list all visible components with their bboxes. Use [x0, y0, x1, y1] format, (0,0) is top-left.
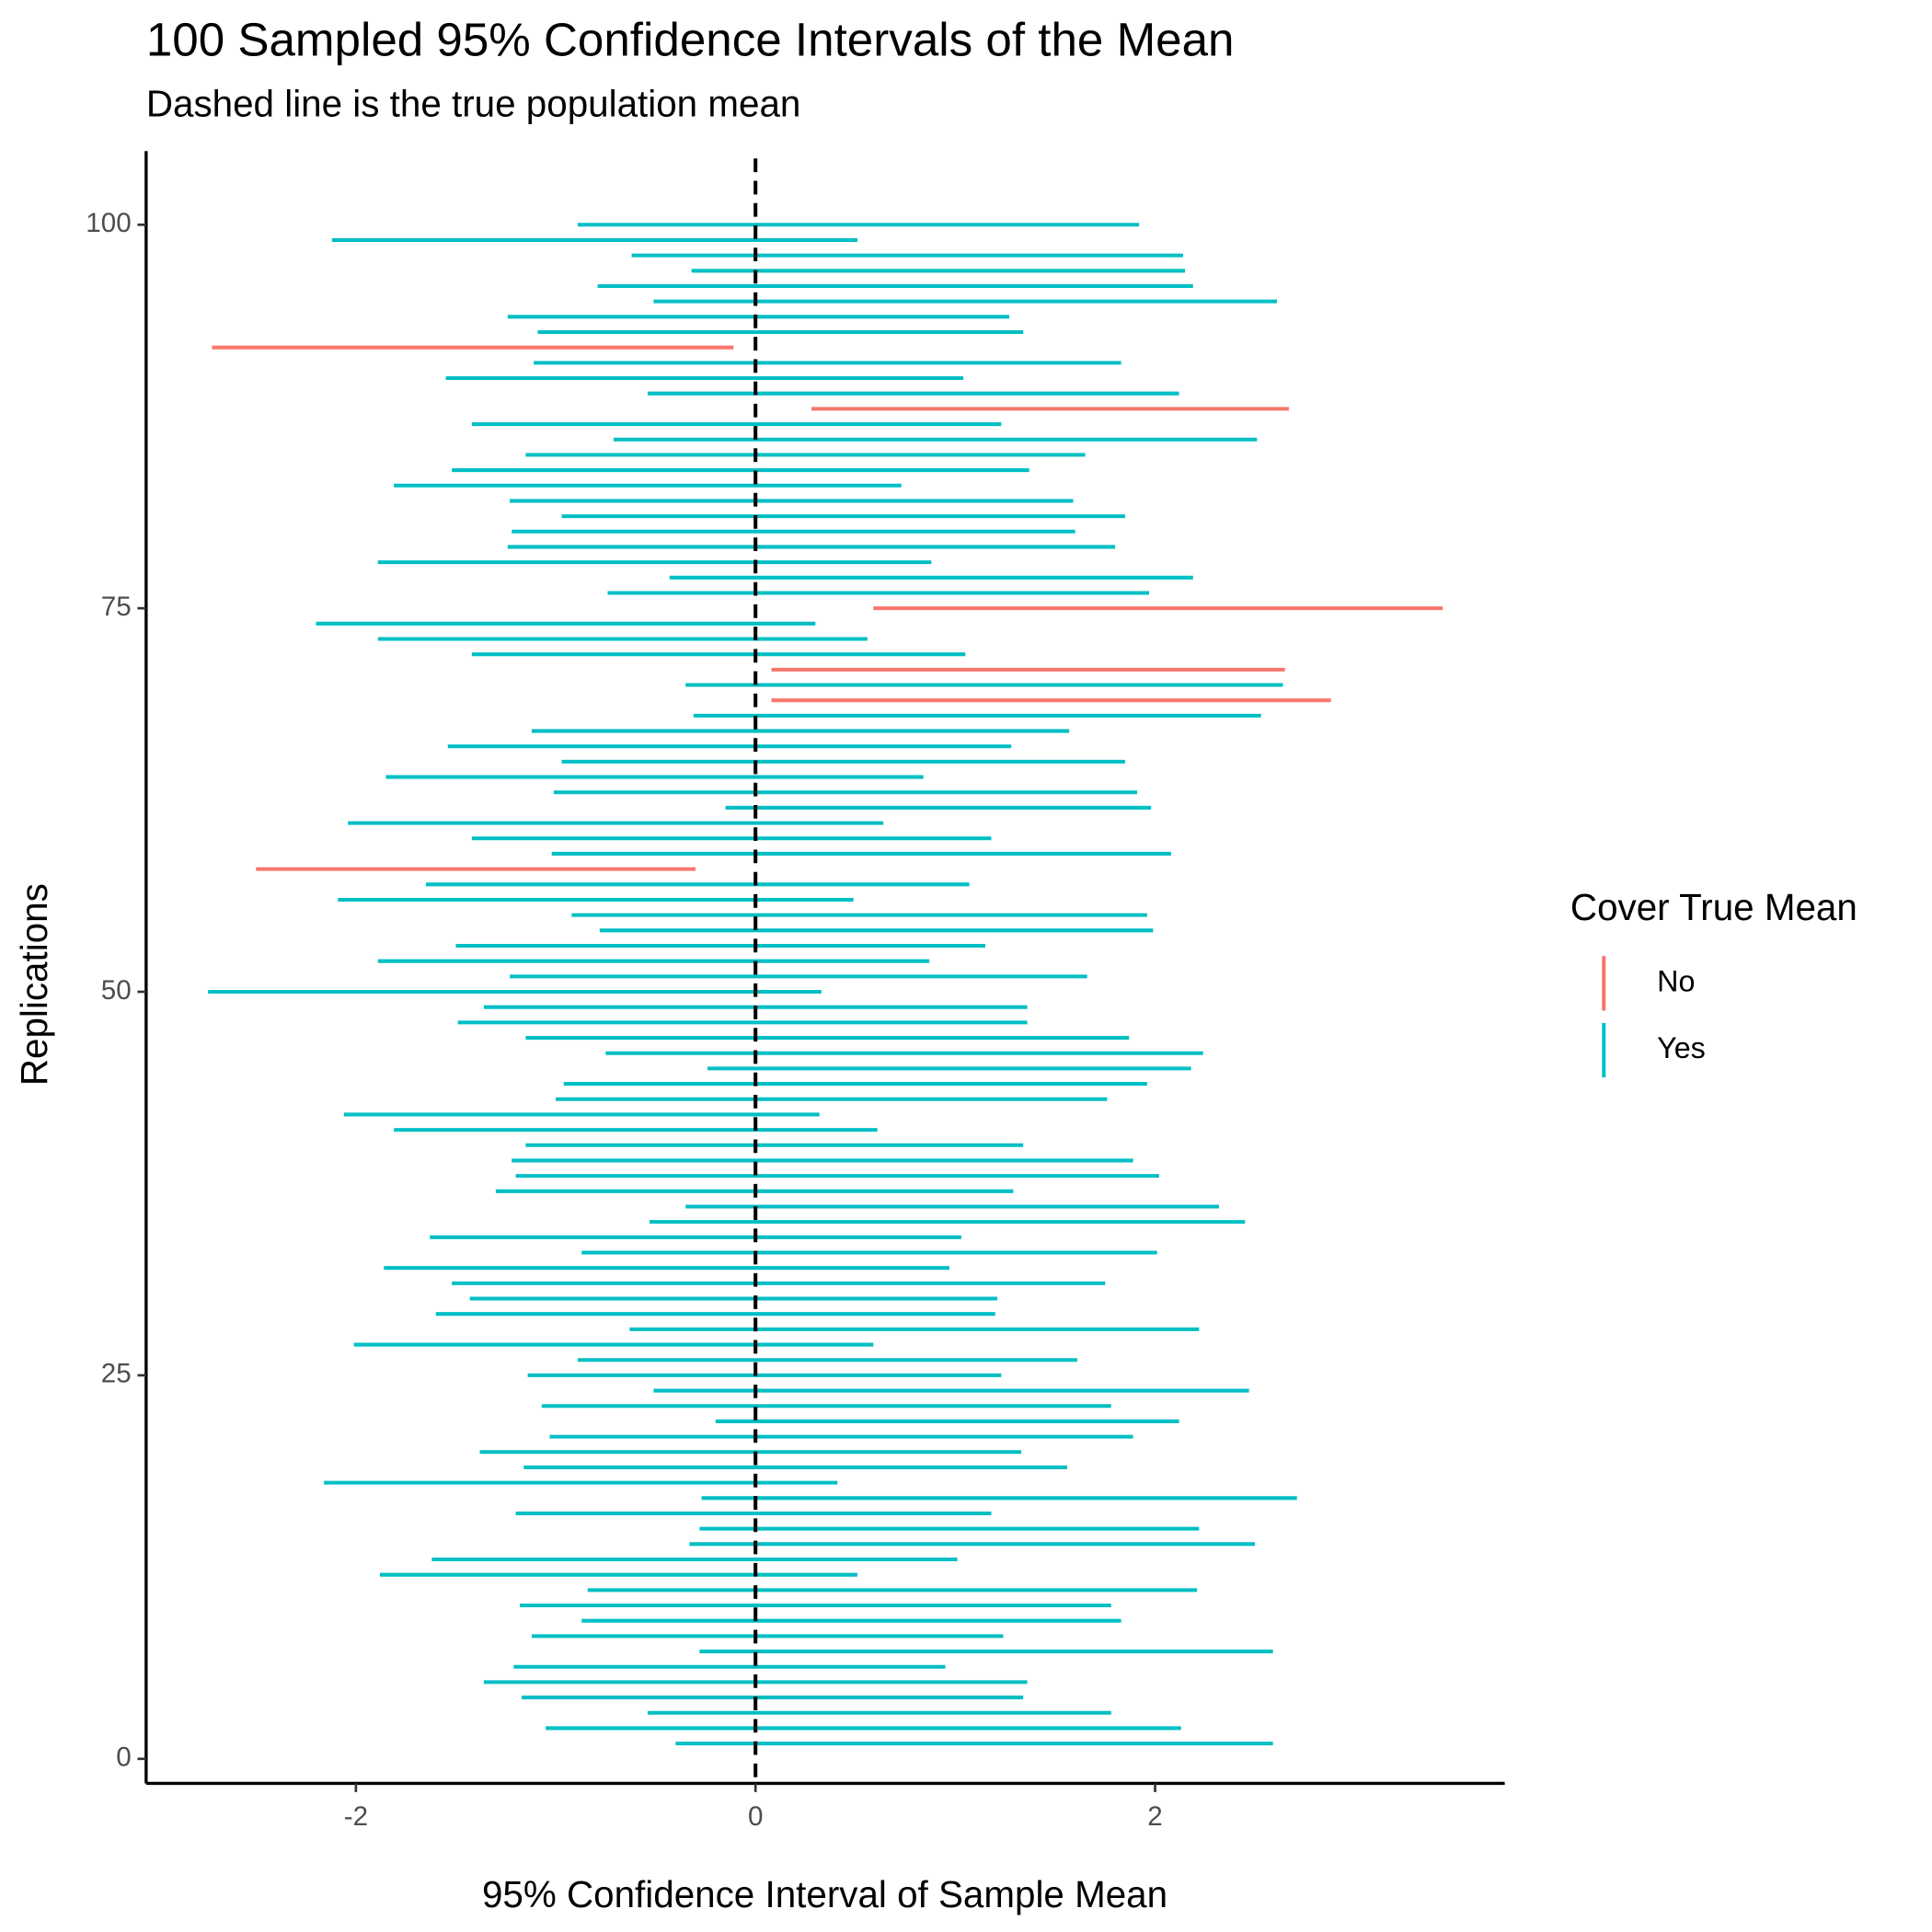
x-tick-label: -2 [344, 1801, 368, 1832]
y-tick-label: 0 [116, 1742, 131, 1773]
chart-subtitle: Dashed line is the true population mean [146, 82, 801, 124]
legend-label: No [1657, 964, 1695, 997]
x-tick-label: 0 [748, 1801, 763, 1832]
y-tick-label: 75 [101, 592, 132, 622]
x-tick-label: 2 [1147, 1801, 1162, 1832]
chart-title: 100 Sampled 95% Confidence Intervals of … [146, 14, 1235, 66]
legend-label: Yes [1657, 1031, 1706, 1064]
x-axis-label: 95% Confidence Interval of Sample Mean [482, 1873, 1167, 1915]
y-axis-label: Replications [13, 883, 55, 1086]
y-tick-label: 25 [101, 1359, 132, 1389]
legend-title: Cover True Mean [1570, 886, 1857, 928]
y-tick-label: 100 [86, 208, 131, 238]
y-tick-label: 50 [101, 975, 132, 1006]
